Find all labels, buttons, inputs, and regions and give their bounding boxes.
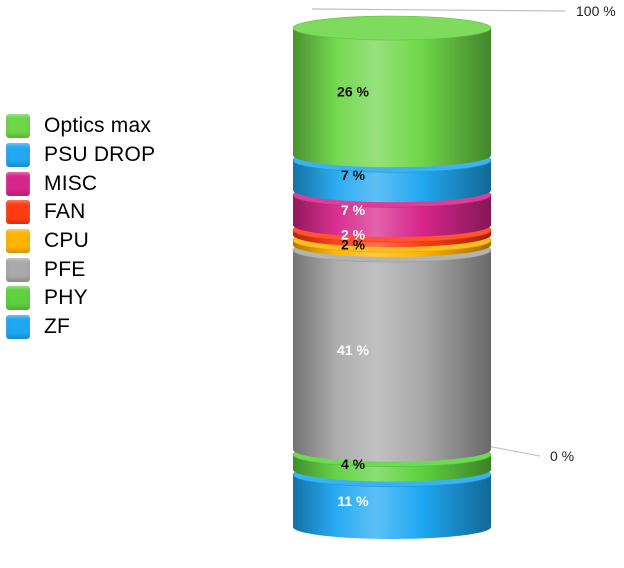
legend-label: FAN (44, 200, 86, 224)
tick-label-100: 100 % (576, 3, 616, 19)
legend-label: ZF (44, 315, 71, 339)
legend-item: PSU DROP (6, 141, 155, 170)
tick-line-0 (486, 445, 541, 457)
value-label: 7 % (341, 167, 366, 183)
legend-label: PHY (44, 286, 88, 310)
legend-label: PFE (44, 257, 86, 281)
segment-body (293, 230, 491, 248)
legend-swatch (6, 200, 30, 225)
segment-body (293, 240, 491, 258)
legend-swatch (6, 114, 30, 139)
legend-swatch (6, 315, 30, 340)
legend-item: CPU (6, 227, 155, 256)
legend-item: MISC (6, 169, 155, 198)
legend-item: Optics max (6, 112, 155, 141)
legend-item: FAN (6, 198, 155, 227)
segment-body (293, 474, 491, 539)
value-label: 11 % (337, 493, 369, 509)
tick-line-100 (311, 8, 566, 12)
legend-label: Optics max (44, 114, 152, 138)
value-label: 2 % (341, 237, 366, 253)
cylinder-segment (292, 237, 492, 462)
value-label: 7 % (341, 202, 366, 218)
legend-swatch (6, 171, 30, 196)
legend-swatch (6, 143, 30, 168)
cylinder-segment (292, 15, 492, 168)
legend-item: PHY (6, 284, 155, 313)
legend-item: ZF (6, 313, 155, 342)
value-label: 26 % (337, 84, 369, 100)
legend-swatch (6, 229, 30, 254)
legend-label: PSU DROP (44, 143, 156, 167)
legend-swatch (6, 286, 30, 311)
value-label: 2 % (341, 227, 366, 243)
legend-label: CPU (44, 229, 89, 253)
legend-item: PFE (6, 255, 155, 284)
tick-label-0: 0 % (550, 448, 574, 464)
legend-label: MISC (44, 171, 98, 195)
segment-body (293, 454, 491, 482)
legend-swatch (6, 257, 30, 282)
segment-body (293, 250, 491, 462)
segment-top (292, 15, 492, 41)
value-label: 41 % (337, 342, 369, 358)
segment-body (293, 28, 491, 168)
value-label: 4 % (341, 456, 366, 472)
legend: Optics max PSU DROP MISC FAN CPU PFE PHY ZF (6, 112, 155, 342)
